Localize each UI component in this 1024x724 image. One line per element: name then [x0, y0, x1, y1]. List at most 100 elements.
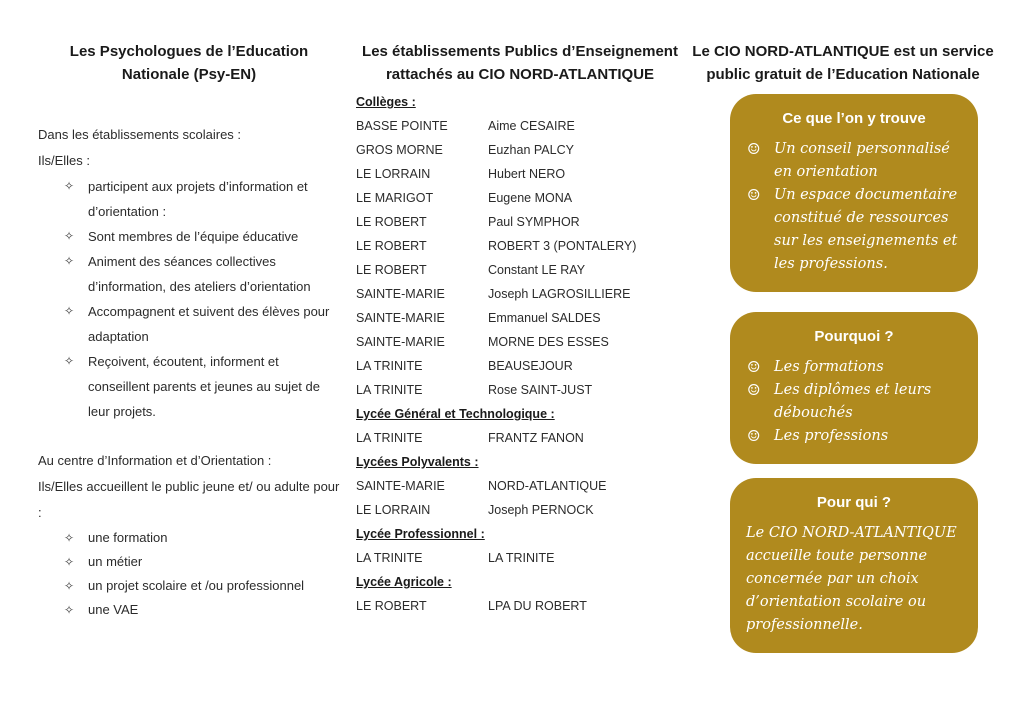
commune-cell: LE ROBERT	[356, 215, 427, 229]
list-item: ☺ Les diplômes et leurs débouchés	[744, 379, 964, 425]
box-title: Ce que l’on y trouve	[782, 110, 926, 127]
left-panel-title: Les Psychologues de l’Education National…	[69, 43, 309, 83]
middle-panel-title: Les établissements Publics d’Enseignemen…	[362, 43, 678, 83]
table-row: LA TRINITE LA TRINITE	[356, 546, 684, 570]
diamond-bullet-icon: ✧	[64, 354, 75, 368]
list-item: ✧ un métier	[38, 550, 340, 574]
commune-cell: LE LORRAIN	[356, 503, 431, 517]
diamond-bullet-icon: ✧	[64, 304, 75, 318]
table-row: GROS MORNE Euzhan PALCY	[356, 138, 684, 162]
list-item-text: une formation	[88, 530, 168, 545]
etablissement-cell: Eugene MONA	[488, 191, 573, 205]
table-row: SAINTE-MARIE MORNE DES ESSES	[356, 330, 684, 354]
right-panel-title: Le CIO NORD-ATLANTIQUE est un service pu…	[692, 43, 994, 83]
list-item: ✧ Animent des séances collectives d’info…	[38, 249, 340, 299]
section-label-lycees-polyvalents: Lycées Polyvalents :	[356, 455, 479, 469]
list-item-text: Les formations	[774, 359, 884, 375]
table-row: SAINTE-MARIE NORD-ATLANTIQUE	[356, 474, 684, 498]
smiley-bullet-icon: ☺	[747, 358, 761, 376]
box-title: Pourquoi ?	[814, 328, 894, 345]
table-row: LE ROBERT LPA DU ROBERT	[356, 594, 684, 618]
etablissement-cell: BEAUSEJOUR	[488, 359, 573, 373]
section-label-lycee-professionnel: Lycée Professionnel :	[356, 527, 485, 541]
etablissement-cell: Paul SYMPHOR	[488, 215, 580, 229]
section-label-lycee-agricole: Lycée Agricole :	[356, 575, 452, 589]
smiley-bullet-icon: ☺	[747, 427, 761, 445]
panel-psychologues: Les Psychologues de l’Education National…	[38, 40, 340, 622]
list-item: ✧ Reçoivent, écoutent, informent et cons…	[38, 349, 340, 424]
table-row: LA TRINITE FRANTZ FANON	[356, 426, 684, 450]
commune-cell: LA TRINITE	[356, 551, 423, 565]
list-item: ☺ Les professions	[744, 425, 964, 448]
etablissement-cell: Joseph LAGROSILLIERE	[488, 287, 631, 301]
table-row: LE ROBERT Paul SYMPHOR	[356, 210, 684, 234]
list-item: ✧ une formation	[38, 526, 340, 550]
commune-cell: LE LORRAIN	[356, 167, 431, 181]
commune-cell: LE ROBERT	[356, 263, 427, 277]
etablissement-cell: Constant LE RAY	[488, 263, 586, 277]
left-section-cio: Au centre d’Information et d’Orientation…	[38, 448, 340, 622]
list-item-text: Les professions	[774, 428, 889, 444]
gold-box-pourquoi: Pourquoi ? ☺ Les formations ☺ Les diplôm…	[730, 312, 978, 464]
table-row: LE LORRAIN Hubert NERO	[356, 162, 684, 186]
list-item: ✧ Accompagnent et suivent des élèves pou…	[38, 299, 340, 349]
table-row: LE MARIGOT Eugene MONA	[356, 186, 684, 210]
commune-cell: SAINTE-MARIE	[356, 311, 445, 325]
table-row: SAINTE-MARIE Joseph LAGROSILLIERE	[356, 282, 684, 306]
left-section2-intro-2: Ils/Elles accueillent le public jeune et…	[38, 479, 340, 520]
list-item-text: Un espace documentaire constitué de ress…	[774, 187, 958, 272]
diamond-bullet-icon: ✧	[64, 179, 75, 193]
commune-cell: LE ROBERT	[356, 599, 427, 613]
list-item: ☺ Les formations	[744, 356, 964, 379]
smiley-bullet-icon: ☺	[747, 381, 761, 399]
left-bullet-list: ✧ participent aux projets d’information …	[38, 174, 340, 424]
etablissement-cell: MORNE DES ESSES	[488, 335, 609, 349]
commune-cell: LE MARIGOT	[356, 191, 434, 205]
table-row: LA TRINITE BEAUSEJOUR	[356, 354, 684, 378]
etablissement-cell: LA TRINITE	[488, 551, 555, 565]
etablissement-cell: Emmanuel SALDES	[488, 311, 601, 325]
list-item: ✧ une VAE	[38, 598, 340, 622]
list-item-text: Accompagnent et suivent des élèves pour …	[88, 304, 330, 344]
commune-cell: LE ROBERT	[356, 239, 427, 253]
box-title: Pour qui ?	[816, 494, 892, 511]
left-bullet-list-2: ✧ une formation ✧ un métier ✧ un projet …	[38, 526, 340, 622]
table-row: LE LORRAIN Joseph PERNOCK	[356, 498, 684, 522]
list-item-text: Un conseil personnalisé en orientation	[774, 141, 950, 180]
etablissement-cell: LPA DU ROBERT	[488, 599, 587, 613]
commune-cell: LA TRINITE	[356, 359, 423, 373]
etablissement-cell: FRANTZ FANON	[488, 431, 584, 445]
etablissement-cell: Euzhan PALCY	[488, 143, 574, 157]
diamond-bullet-icon: ✧	[64, 579, 75, 593]
smiley-bullet-icon: ☺	[747, 140, 761, 158]
commune-cell: GROS MORNE	[356, 143, 443, 157]
list-item-text: un projet scolaire et /ou professionnel	[88, 578, 305, 593]
etablissement-cell: Hubert NERO	[488, 167, 566, 181]
etablissement-cell: Joseph PERNOCK	[488, 503, 594, 517]
panel-etablissements: Les établissements Publics d’Enseignemen…	[356, 40, 684, 618]
diamond-bullet-icon: ✧	[64, 531, 75, 545]
list-item: ✧ un projet scolaire et /ou professionne…	[38, 574, 340, 598]
list-item-text: un métier	[88, 554, 143, 569]
diamond-bullet-icon: ✧	[64, 603, 75, 617]
commune-cell: BASSE POINTE	[356, 119, 448, 133]
commune-cell: SAINTE-MARIE	[356, 479, 445, 493]
list-item-text: Animent des séances collectives d’inform…	[88, 254, 311, 294]
smiley-bullet-icon: ☺	[747, 186, 761, 204]
commune-cell: LA TRINITE	[356, 431, 423, 445]
table-row: LA TRINITE Rose SAINT-JUST	[356, 378, 684, 402]
commune-cell: LA TRINITE	[356, 383, 423, 397]
section-label-colleges: Collèges :	[356, 95, 416, 109]
etablissement-cell: ROBERT 3 (PONTALERY)	[488, 239, 637, 253]
diamond-bullet-icon: ✧	[64, 254, 75, 268]
left-intro-line-2: Ils/Elles :	[38, 153, 91, 168]
table-row: SAINTE-MARIE Emmanuel SALDES	[356, 306, 684, 330]
table-row: LE ROBERT ROBERT 3 (PONTALERY)	[356, 234, 684, 258]
gold-box-ce-que-lon-y-trouve: Ce que l’on y trouve ☺ Un conseil person…	[730, 94, 978, 292]
list-item: ☺ Un espace documentaire constitué de re…	[744, 184, 964, 276]
left-intro-line-1: Dans les établissements scolaires :	[38, 127, 242, 142]
etablissement-cell: Rose SAINT-JUST	[488, 383, 593, 397]
diamond-bullet-icon: ✧	[64, 555, 75, 569]
list-item: ✧ Sont membres de l’équipe éducative	[38, 224, 340, 249]
etablissement-cell: Aime CESAIRE	[488, 119, 575, 133]
